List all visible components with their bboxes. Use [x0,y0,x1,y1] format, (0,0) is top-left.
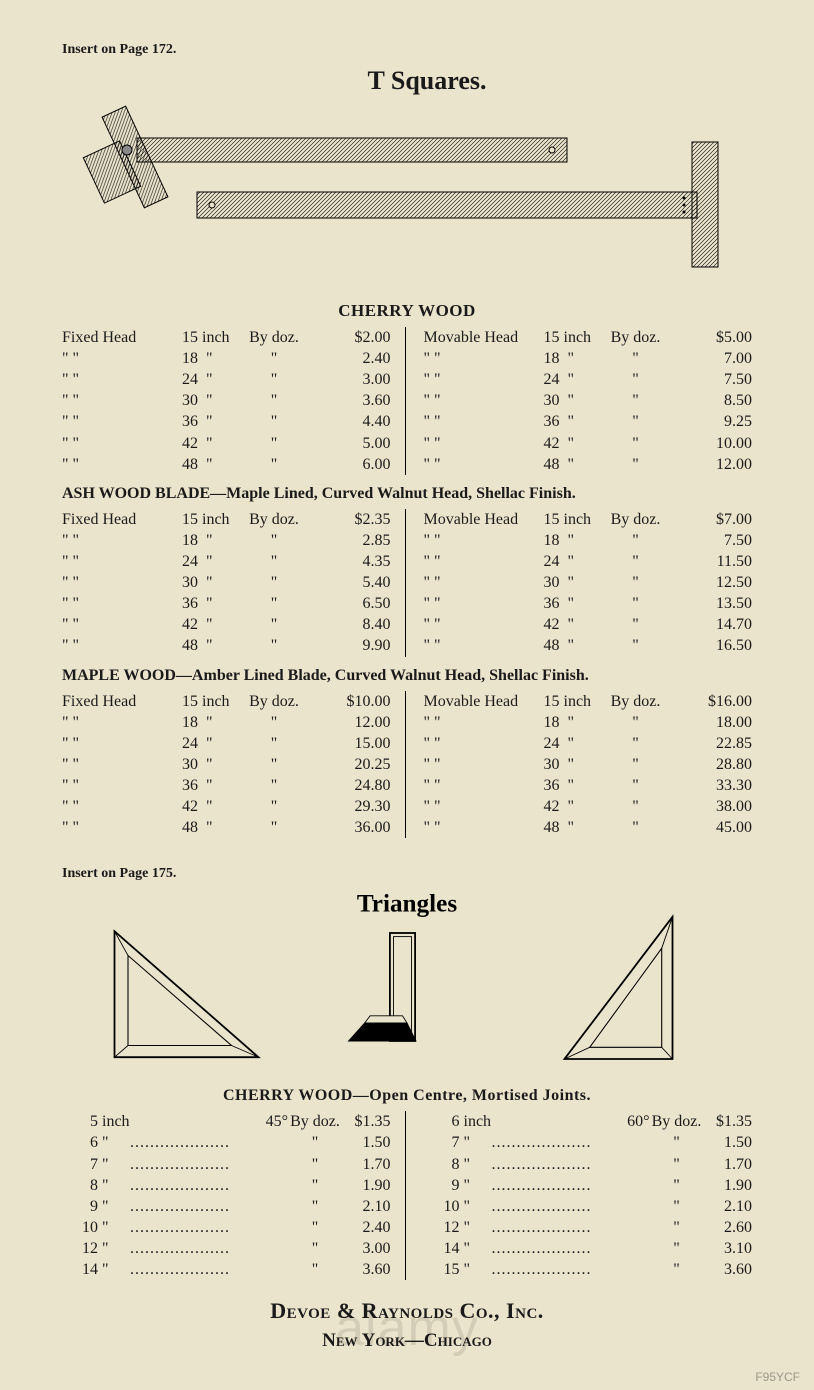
ash-table: Fixed Head15inchBy doz.$2.35" "18 ""2.85… [62,509,752,657]
svg-text:Triangles: Triangles [357,891,457,918]
price-row: " "24 ""4.35 [62,551,391,572]
price-row: Movable Head15inchBy doz.$7.00 [424,509,753,530]
price-row: " "48 ""45.00 [424,817,753,838]
maple-heading: MAPLE WOOD—Amber Lined Blade, Curved Wal… [62,667,752,685]
tri-row: 12 "...................."3.00 [62,1238,391,1259]
tri-row: 7 "...................."1.50 [424,1132,753,1153]
tri-row: 8 "...................."1.90 [62,1175,391,1196]
price-row: " "24 ""3.00 [62,369,391,390]
tri-row: 12 "...................."2.60 [424,1217,753,1238]
tri-row: 7 "...................."1.70 [62,1154,391,1175]
price-row: " "36 ""9.25 [424,411,753,432]
tri-row: 6 inch60°By doz.$1.35 [424,1111,753,1132]
tri-row: 9 "...................."2.10 [62,1196,391,1217]
company-name: Devoe & Raynolds Co., Inc. [62,1298,752,1324]
price-row: " "48 ""9.90 [62,635,391,656]
price-row: Fixed Head15inchBy doz.$2.00 [62,327,391,348]
price-row: " "24 ""11.50 [424,551,753,572]
price-row: " "18 ""7.50 [424,530,753,551]
price-row: " "36 ""13.50 [424,593,753,614]
price-row: " "24 ""22.85 [424,733,753,754]
price-row: " "42 ""10.00 [424,433,753,454]
price-row: " "48 ""36.00 [62,817,391,838]
price-row: " "42 ""14.70 [424,614,753,635]
price-row: " "36 ""4.40 [62,411,391,432]
tsquares-title: T Squares. [368,66,487,96]
insert-note-2: Insert on Page 175. [62,866,752,882]
triangles-subheading: CHERRY WOOD—Open Centre, Mortised Joints… [62,1087,752,1105]
price-row: " "30 ""5.40 [62,572,391,593]
tri-row: 14 "...................."3.60 [62,1259,391,1280]
price-row: " "24 ""7.50 [424,369,753,390]
price-row: " "48 ""12.00 [424,454,753,475]
maple-table: Fixed Head15inchBy doz.$10.00" "18 ""12.… [62,691,752,839]
price-row: Fixed Head15inchBy doz.$10.00 [62,691,391,712]
title-block-1: T Squares. [62,66,752,96]
price-row: " "30 ""20.25 [62,754,391,775]
price-row: " "42 ""29.30 [62,796,391,817]
price-row: " "18 ""12.00 [62,712,391,733]
tri-row: 14 "...................."3.10 [424,1238,753,1259]
tsquares-illustration [62,102,752,282]
triangles-illustration: Triangles [62,888,752,1068]
watermark-id: F95YCF [755,1370,800,1384]
company-city: New York—Chicago [62,1330,752,1352]
triangles-table: 5 inch45°By doz.$1.356 "................… [62,1111,752,1280]
cherry-table: Fixed Head15inchBy doz.$2.00" "18 ""2.40… [62,327,752,475]
tri-row: 15 "...................."3.60 [424,1259,753,1280]
tri-row: 10 "...................."2.40 [62,1217,391,1238]
price-row: " "42 ""5.00 [62,433,391,454]
price-row: " "42 ""38.00 [424,796,753,817]
cherry-heading: CHERRY WOOD [62,301,752,321]
price-row: " "48 ""6.00 [62,454,391,475]
price-row: Movable Head15inchBy doz.$5.00 [424,327,753,348]
price-row: " "30 ""28.80 [424,754,753,775]
price-row: " "42 ""8.40 [62,614,391,635]
insert-note-1: Insert on Page 172. [62,42,752,58]
price-row: Movable Head15inchBy doz.$16.00 [424,691,753,712]
tri-row: 6 "...................."1.50 [62,1132,391,1153]
price-row: " "30 ""8.50 [424,390,753,411]
price-row: " "24 ""15.00 [62,733,391,754]
price-row: " "36 ""24.80 [62,775,391,796]
price-row: " "18 ""2.85 [62,530,391,551]
ash-heading: ASH WOOD BLADE—Maple Lined, Curved Walnu… [62,485,752,503]
price-row: " "18 ""18.00 [424,712,753,733]
price-row: " "30 ""12.50 [424,572,753,593]
price-row: " "36 ""6.50 [62,593,391,614]
price-row: " "48 ""16.50 [424,635,753,656]
tri-row: 8 "...................."1.70 [424,1154,753,1175]
tri-row: 5 inch45°By doz.$1.35 [62,1111,391,1132]
price-row: " "36 ""33.30 [424,775,753,796]
price-row: " "18 ""2.40 [62,348,391,369]
tri-row: 9 "...................."1.90 [424,1175,753,1196]
price-row: Fixed Head15inchBy doz.$2.35 [62,509,391,530]
price-row: " "30 ""3.60 [62,390,391,411]
tri-row: 10 "...................."2.10 [424,1196,753,1217]
price-row: " "18 ""7.00 [424,348,753,369]
